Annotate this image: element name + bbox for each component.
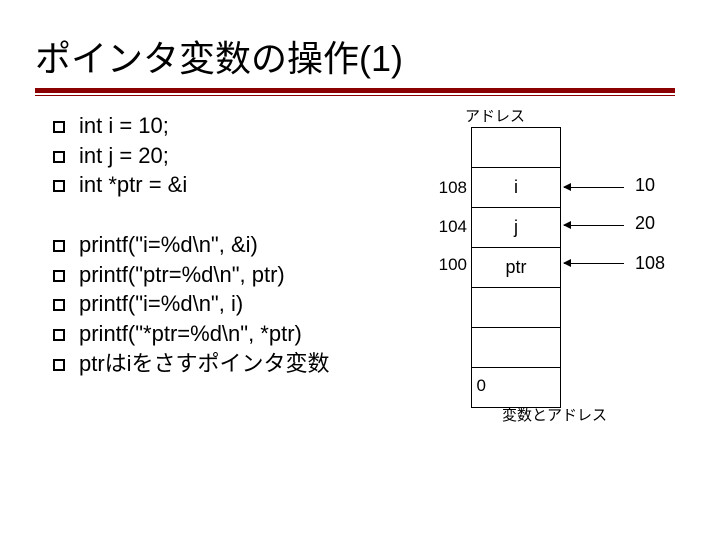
arrow-icon	[564, 263, 624, 264]
value-label: 20	[635, 213, 655, 234]
addr-label: 108	[433, 178, 467, 198]
code-line: int *ptr = &i	[79, 170, 187, 200]
bullet-icon	[53, 121, 65, 133]
bullet-icon	[53, 270, 65, 282]
addr-label: 0	[452, 376, 486, 396]
memory-diagram: アドレス i j ptr 108 104 100 0 10 20 108 変数と…	[425, 111, 715, 491]
bullet-icon	[53, 180, 65, 192]
arrow-icon	[564, 225, 624, 226]
bullet-icon	[53, 151, 65, 163]
bullet-icon	[53, 359, 65, 371]
arrow-icon	[564, 187, 624, 188]
page-title: ポインタ変数の操作(1)	[35, 30, 685, 82]
code-line: printf("ptr=%d\n", ptr)	[79, 260, 285, 290]
addr-label: 100	[433, 255, 467, 275]
bullet-icon	[53, 299, 65, 311]
bullet-icon	[53, 329, 65, 341]
mem-cell: ptr	[472, 248, 561, 288]
mem-cell	[472, 128, 561, 168]
value-label: 108	[635, 253, 665, 274]
addr-label: 104	[433, 217, 467, 237]
code-line: printf("*ptr=%d\n", *ptr)	[79, 319, 302, 349]
code-list: int i = 10; int j = 20; int *ptr = &i pr…	[53, 111, 393, 379]
mem-cell: j	[472, 208, 561, 248]
code-line: ptrはiをさすポインタ変数	[79, 349, 330, 379]
bullet-icon	[53, 240, 65, 252]
code-line: printf("i=%d\n", &i)	[79, 230, 258, 260]
diagram-caption: 変数とアドレス	[502, 404, 607, 425]
diagram-header: アドレス	[465, 105, 525, 126]
code-line: int i = 10;	[79, 111, 169, 141]
memory-table: i j ptr	[471, 127, 561, 408]
code-line: int j = 20;	[79, 141, 169, 171]
title-underline	[35, 88, 675, 96]
mem-cell: i	[472, 168, 561, 208]
mem-cell	[472, 328, 561, 368]
code-line: printf("i=%d\n", i)	[79, 289, 243, 319]
value-label: 10	[635, 175, 655, 196]
mem-cell	[472, 288, 561, 328]
